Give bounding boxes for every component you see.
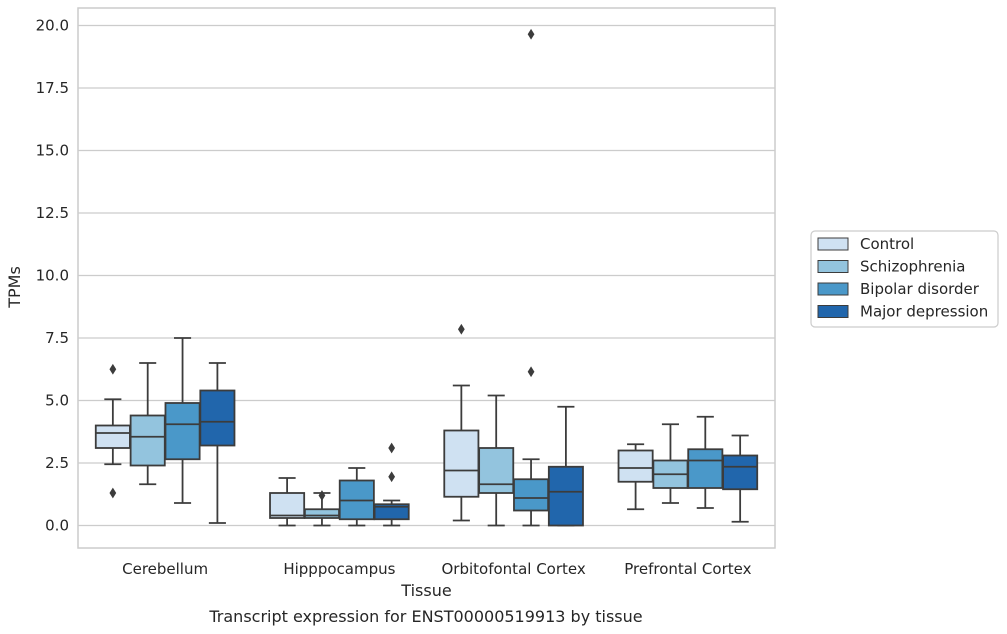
outlier-point <box>527 366 535 378</box>
outlier-point <box>388 442 396 454</box>
outlier-point <box>527 28 535 40</box>
box-schizophrenia <box>303 490 340 527</box>
outlier-point <box>388 471 396 483</box>
y-axis-label: TPMs <box>5 266 24 309</box>
outlier-point <box>109 487 117 499</box>
x-tick-label: Orbitofontal Cortex <box>442 560 586 578</box>
plot-frame <box>77 7 776 549</box>
box-major-depression <box>199 362 236 524</box>
x-tick-label: Cerebellum <box>122 560 208 578</box>
y-tick-label: 0.0 <box>45 517 69 535</box>
y-tick-labels: 0.0 2.5 5.0 7.5 10.0 12.5 15.0 17.5 20.0 <box>36 17 69 535</box>
box-control <box>94 363 131 499</box>
box-major-depression <box>547 405 584 527</box>
legend-entry: Schizophrenia <box>860 258 965 276</box>
grid-lines <box>78 24 775 527</box>
legend-frame <box>810 230 999 328</box>
y-tick-label: 7.5 <box>45 329 69 347</box>
y-tick-label: 15.0 <box>36 142 69 160</box>
box-iqr <box>547 465 584 527</box>
outlier-point <box>318 490 326 501</box>
box-iqr <box>513 478 550 512</box>
box-iqr <box>478 447 515 494</box>
box-bipolar-disorder <box>687 415 724 509</box>
box-iqr <box>199 389 236 447</box>
x-tick-label: Hipppocampus <box>283 560 395 578</box>
boxes-layer <box>94 28 759 527</box>
box-control <box>269 477 306 527</box>
box-bipolar-disorder <box>513 28 550 527</box>
box-schizophrenia <box>652 423 689 504</box>
box-iqr <box>164 402 201 461</box>
box-iqr <box>303 508 340 519</box>
y-tick-label: 10.0 <box>36 267 69 285</box>
legend: Control Schizophrenia Bipolar disorder Majo… <box>810 230 999 328</box>
box-schizophrenia <box>478 394 515 527</box>
box-control <box>617 443 654 511</box>
legend-swatch <box>817 237 849 251</box>
legend-swatch <box>817 260 849 273</box>
box-schizophrenia <box>129 362 166 486</box>
box-control <box>443 323 480 522</box>
box-iqr <box>617 449 654 483</box>
x-tick-label: Prefrontal Cortex <box>624 560 751 578</box>
box-iqr <box>94 424 131 449</box>
legend-entry: Control <box>860 235 914 253</box>
box-iqr <box>129 414 166 467</box>
box-bipolar-disorder <box>164 337 201 504</box>
y-tick-label: 5.0 <box>45 392 69 410</box>
legend-swatch <box>817 282 849 296</box>
x-tick-labels: Cerebellum Hipppocampus Orbitofontal Corte… <box>122 560 751 578</box>
y-tick-label: 17.5 <box>36 79 69 97</box>
x-axis-label: Tissue <box>400 581 451 600</box>
box-major-depression <box>722 434 759 523</box>
box-iqr <box>269 492 306 519</box>
box-iqr <box>443 429 480 498</box>
box-iqr <box>687 448 724 489</box>
outlier-point <box>457 323 465 335</box>
y-tick-label: 20.0 <box>36 17 69 35</box>
box-iqr <box>373 503 410 521</box>
legend-entry: Bipolar disorder <box>860 280 980 298</box>
legend-swatch <box>817 305 849 318</box>
y-tick-label: 2.5 <box>45 454 69 472</box>
box-bipolar-disorder <box>338 467 375 527</box>
legend-entry: Major depression <box>860 303 988 321</box>
y-tick-label: 12.5 <box>36 204 69 222</box>
box-major-depression <box>373 442 410 527</box>
outlier-point <box>109 363 117 375</box>
box-iqr <box>722 454 759 491</box>
chart-caption: Transcript expression for ENST0000051991… <box>208 607 642 626</box>
